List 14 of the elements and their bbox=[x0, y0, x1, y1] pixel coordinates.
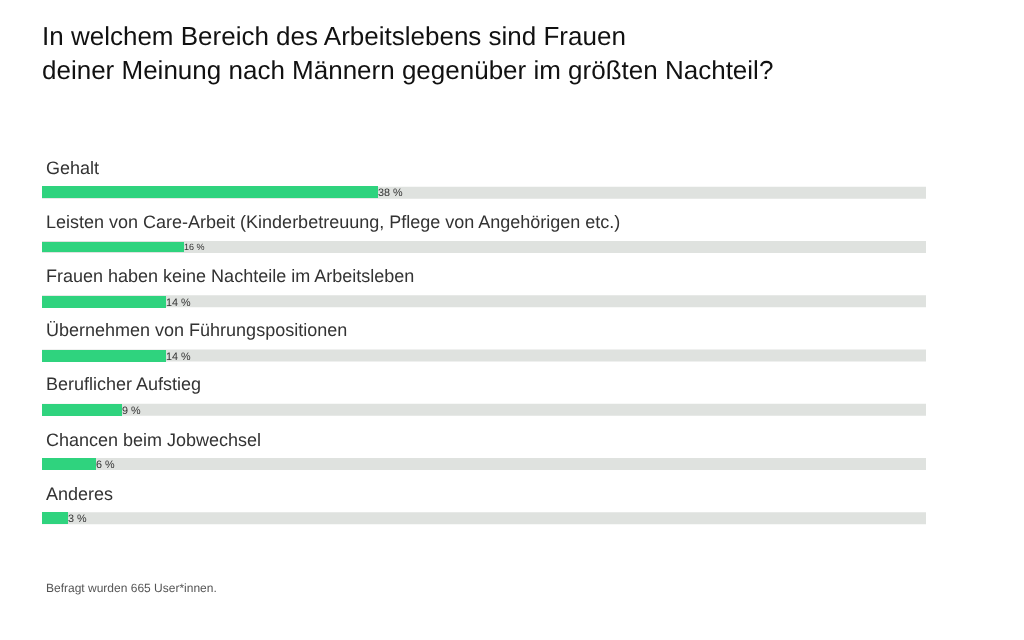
bar bbox=[42, 350, 166, 362]
y-tick-label: Gehalt bbox=[46, 158, 101, 178]
y-tick-label: Beruflicher Aufstieg bbox=[46, 374, 202, 394]
bar bbox=[42, 296, 166, 308]
bar bbox=[42, 404, 122, 416]
y-tick-label: Frauen haben keine Nachteile im Arbeitsleben bbox=[46, 266, 415, 286]
chart-title: In welchem Bereich des Arbeitslebens sind Frauen deiner Meinung nach Männern gegenüber im größten Nachteil? bbox=[42, 20, 774, 85]
y-tick-label: Anderes bbox=[46, 484, 115, 504]
bar bbox=[42, 458, 96, 470]
bar bbox=[42, 242, 184, 252]
bar bbox=[42, 512, 68, 524]
y-tick-label: Chancen beim Jobwechsel bbox=[46, 430, 262, 450]
y-tick-label: Übernehmen von Führungspositionen bbox=[46, 320, 348, 340]
y-tick-label: Leisten von Care-Arbeit (Kinderbetreuung, Pflege von Angehörigen etc.) bbox=[46, 212, 621, 232]
